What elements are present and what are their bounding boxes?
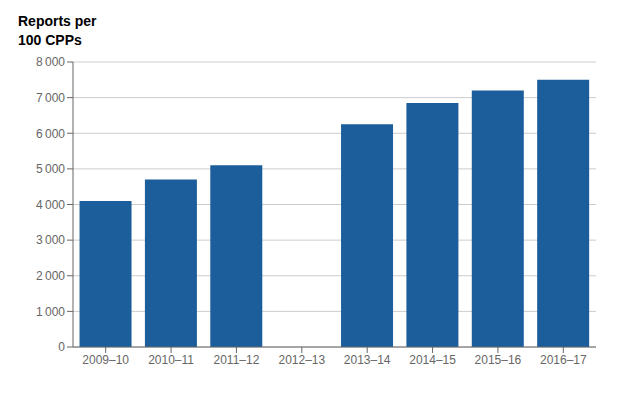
- svg-text:2012–13: 2012–13: [278, 353, 325, 367]
- svg-text:6 000: 6 000: [36, 127, 65, 141]
- svg-text:1 000: 1 000: [36, 305, 65, 319]
- svg-text:2015–16: 2015–16: [475, 353, 522, 367]
- svg-text:2014–15: 2014–15: [409, 353, 456, 367]
- svg-text:2013–14: 2013–14: [344, 353, 391, 367]
- svg-text:2 000: 2 000: [36, 269, 65, 283]
- svg-text:5 000: 5 000: [36, 162, 65, 176]
- svg-text:2009–10: 2009–10: [82, 353, 129, 367]
- svg-text:8 000: 8 000: [36, 55, 65, 69]
- html-text:100 CPPs: 100 CPPs: [18, 32, 82, 48]
- svg-text:2011–12: 2011–12: [214, 353, 260, 367]
- html-text:Reports per: Reports per: [18, 13, 97, 29]
- svg-text:7 000: 7 000: [36, 91, 65, 105]
- svg-text:2010–11: 2010–11: [148, 353, 194, 367]
- svg-text:2016–17: 2016–17: [540, 353, 587, 367]
- svg-text:3 000: 3 000: [36, 233, 65, 247]
- svg-text:4 000: 4 000: [36, 198, 65, 212]
- svg-text:0: 0: [58, 340, 65, 354]
